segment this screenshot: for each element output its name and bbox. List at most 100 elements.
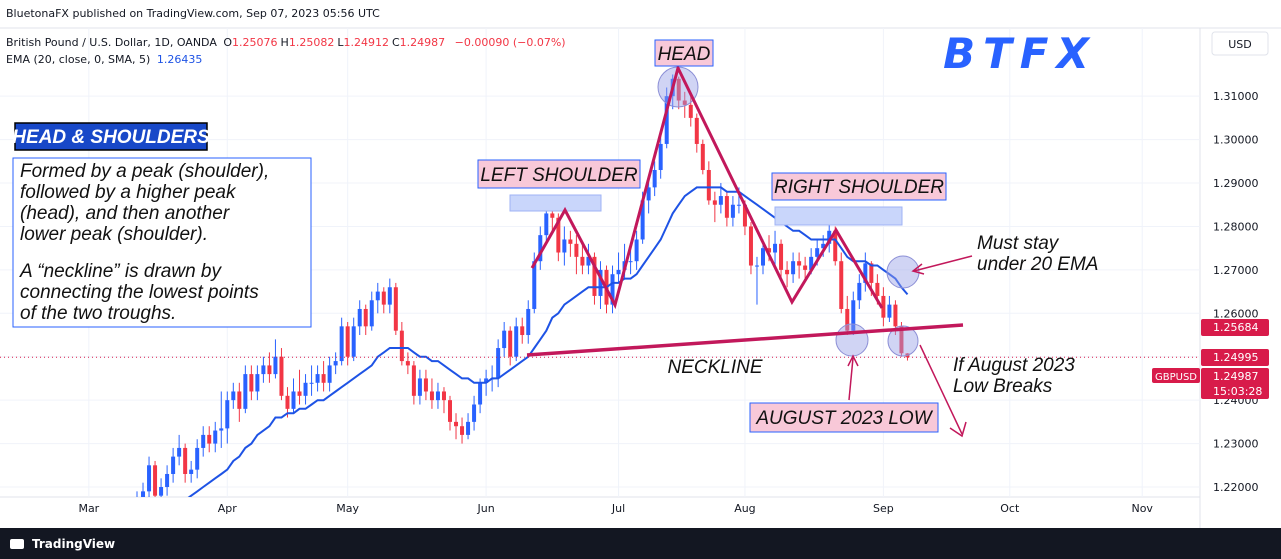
candle-body [429, 391, 434, 401]
y-tick-label: 1.22000 [1213, 481, 1259, 494]
candle-body [159, 487, 164, 496]
label-box [477, 159, 641, 189]
price-tag-label: 1.25684 [1213, 321, 1259, 334]
candle-body [754, 265, 759, 267]
description-box [12, 157, 312, 328]
y-tick-label: 1.29000 [1213, 177, 1259, 190]
candle-body [472, 404, 477, 422]
candle-body [309, 382, 314, 384]
candle-body [333, 361, 338, 366]
candle-body [538, 235, 543, 262]
candle-body [303, 382, 308, 396]
candle-body [514, 326, 519, 357]
footer-bar [0, 528, 1281, 559]
candle-body [724, 196, 729, 218]
description: Formed by a peak (shoulder),followed by … [19, 161, 269, 324]
label-box [654, 39, 714, 67]
candle-body [135, 500, 139, 509]
candle-body [779, 243, 784, 270]
x-tick-label: Nov [1131, 502, 1153, 515]
candle-body [580, 256, 585, 266]
neckline-label: NECKLINE [667, 357, 762, 378]
symbol-title: British Pound / U.S. Dollar, 1D, OANDA [6, 36, 217, 49]
candle-body [363, 308, 368, 327]
x-tick-label: Jul [611, 502, 625, 515]
candle-body [237, 391, 242, 409]
candle-body [399, 330, 404, 362]
candle-body [767, 248, 772, 253]
ema-note: Must stay [977, 233, 1060, 254]
candle-body [441, 391, 446, 401]
left-shoulder-label: LEFT SHOULDER [480, 165, 638, 186]
candle-body [315, 374, 320, 383]
axes: 1.220001.230001.240001.250001.260001.270… [78, 90, 1269, 515]
candle-body [508, 330, 513, 357]
candle-body [718, 196, 723, 205]
arrow [848, 357, 854, 401]
symbol-tag [1152, 367, 1200, 383]
candle-body [556, 217, 561, 253]
candle-body [165, 473, 170, 488]
candle-body [845, 308, 850, 331]
arrow-head [949, 421, 967, 438]
ohlc-prefix: O [223, 36, 233, 49]
candle-body [598, 269, 603, 296]
candle-body [411, 365, 416, 396]
description-line: of the two troughs. [20, 303, 176, 324]
candle-body [273, 356, 278, 375]
break-note: If August 2023 [953, 355, 1075, 376]
ohlc-prefix: L [337, 36, 344, 49]
plot [0, 74, 1200, 509]
candle-body [562, 239, 567, 253]
candle-body [285, 395, 290, 409]
candle-body [183, 447, 188, 474]
footer-logo [10, 539, 24, 549]
candle-body [544, 213, 549, 236]
candle-body [887, 304, 892, 318]
right-shoulder-label: RIGHT SHOULDER [774, 177, 944, 198]
candle-body [550, 213, 555, 218]
candle-body [857, 282, 862, 301]
indicator-name: EMA (20, close, 0, SMA, 5) [6, 53, 151, 66]
price-tag [1201, 367, 1269, 399]
candle-body [658, 143, 663, 171]
candle-body [742, 204, 747, 227]
candle-body [393, 287, 398, 331]
candle-body [700, 143, 705, 171]
candle-body [694, 117, 699, 144]
candle-body [255, 374, 260, 392]
candle-body [369, 300, 374, 327]
candle-body [815, 248, 820, 257]
y-tick-label: 1.23000 [1213, 438, 1259, 451]
candle-body [267, 365, 272, 375]
publisher: BluetonaFX published on TradingView.com,… [6, 7, 380, 20]
candle-body [195, 447, 200, 470]
description-line: Formed by a peak (shoulder), [20, 161, 269, 182]
candle-body [634, 239, 639, 262]
candle-body [706, 170, 711, 201]
candle-body [321, 374, 326, 383]
heading-box [14, 122, 208, 151]
candle-body [821, 243, 826, 249]
candle-body [243, 374, 248, 409]
candle-body [297, 391, 302, 396]
x-tick-label: Apr [218, 502, 238, 515]
candle-body [448, 400, 452, 422]
candle-body [646, 187, 651, 201]
price-tag [1201, 348, 1269, 366]
heading: HEAD & SHOULDERS [12, 127, 210, 148]
description-line: A “neckline” is drawn by [19, 261, 222, 282]
change: −0.00090 (−0.07%) [454, 36, 566, 49]
candle-body [592, 256, 597, 296]
y-tick-label: 1.26000 [1213, 307, 1259, 320]
currency: USD [1228, 38, 1252, 51]
candle-body [851, 300, 856, 331]
indicator-value: 1.26435 [156, 53, 203, 66]
candle-body [496, 348, 501, 379]
ema-note: under 20 EMA [977, 254, 1098, 275]
candle-body [141, 491, 146, 497]
candle-body [875, 282, 880, 296]
candle-body [405, 361, 410, 366]
candle-body [881, 295, 886, 318]
